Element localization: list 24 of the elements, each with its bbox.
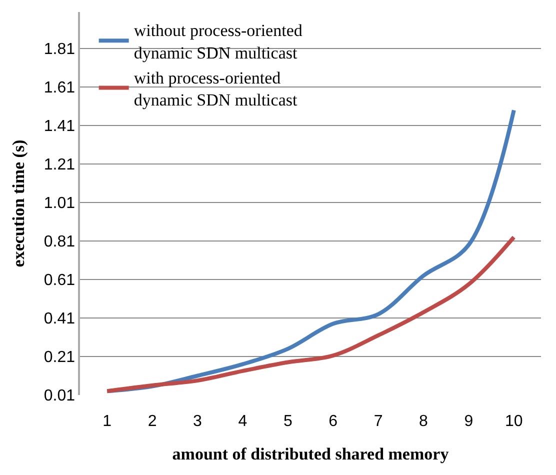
y-tick-label: 0.21 xyxy=(44,349,76,366)
y-tick-label: 1.21 xyxy=(44,156,76,174)
x-tick-label: 6 xyxy=(328,413,338,430)
y-tick-label: 0.41 xyxy=(44,310,76,328)
x-tick-label: 5 xyxy=(283,413,292,430)
y-tick-label: 0.61 xyxy=(44,272,76,290)
x-axis-title: amount of distributed shared memory xyxy=(172,444,450,464)
x-tick-label: 7 xyxy=(374,413,383,430)
x-tick-label: 10 xyxy=(504,413,523,430)
y-tick-label: 1.81 xyxy=(44,41,76,58)
x-tick-label: 2 xyxy=(148,413,157,430)
legend-label: with process-oriented dynamic SDN multicast xyxy=(134,68,298,110)
x-tick-label: 4 xyxy=(238,413,248,430)
y-axis-title: execution time (s) xyxy=(8,140,28,268)
y-tick-label: 1.01 xyxy=(44,195,76,212)
line-series xyxy=(105,235,516,394)
x-tick-label: 8 xyxy=(419,413,428,430)
y-tick-label: 1.41 xyxy=(44,118,76,136)
x-tick-label: 1 xyxy=(102,413,112,430)
y-tick-label: 1.61 xyxy=(44,80,76,97)
y-tick-label: 0.81 xyxy=(44,234,76,251)
x-tick-label: 9 xyxy=(464,413,474,430)
x-tick-label: 3 xyxy=(193,413,202,430)
y-tick-label: 0.01 xyxy=(44,388,76,405)
